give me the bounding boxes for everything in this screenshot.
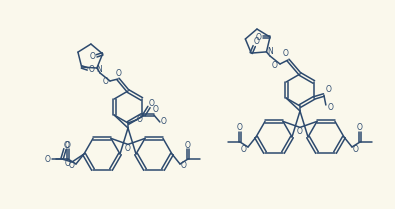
Text: O: O bbox=[89, 65, 94, 74]
Text: O: O bbox=[328, 102, 334, 111]
Text: O: O bbox=[181, 162, 187, 171]
Text: O: O bbox=[90, 52, 96, 61]
Text: O: O bbox=[185, 140, 191, 149]
Text: O: O bbox=[137, 116, 143, 125]
Text: O: O bbox=[45, 154, 51, 163]
Text: O: O bbox=[353, 144, 359, 153]
Text: O: O bbox=[64, 140, 70, 149]
Text: N: N bbox=[267, 47, 273, 56]
Text: O: O bbox=[153, 104, 159, 113]
Text: O: O bbox=[161, 117, 167, 126]
Text: N: N bbox=[96, 65, 102, 74]
Text: O: O bbox=[297, 127, 303, 136]
Text: O: O bbox=[256, 33, 262, 42]
Text: O: O bbox=[103, 76, 109, 85]
Text: O: O bbox=[65, 140, 71, 149]
Text: O: O bbox=[283, 50, 289, 59]
Text: O: O bbox=[65, 159, 71, 168]
Text: O: O bbox=[241, 144, 247, 153]
Text: O: O bbox=[116, 69, 122, 78]
Text: O: O bbox=[357, 124, 363, 133]
Text: O: O bbox=[149, 98, 155, 107]
Text: O: O bbox=[272, 61, 278, 70]
Text: O: O bbox=[69, 162, 75, 171]
Text: O: O bbox=[125, 144, 131, 153]
Text: O: O bbox=[253, 37, 259, 46]
Text: O: O bbox=[326, 85, 332, 94]
Text: O: O bbox=[237, 124, 243, 133]
